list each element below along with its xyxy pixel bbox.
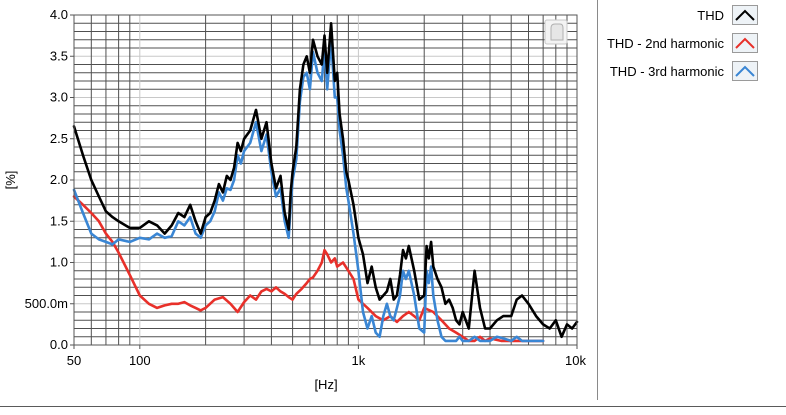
y-tick-label: 4.0 [50, 7, 68, 22]
y-tick-label: 0.0 [50, 337, 68, 352]
y-axis-label: [%] [3, 171, 18, 190]
y-tick-label: 1.0 [50, 255, 68, 270]
legend-label: THD [697, 7, 724, 23]
y-axis-ticks: 0.0 500.0m 1.0 1.5 2.0 2.5 3.0 3.5 4.0 [25, 7, 74, 352]
x-tick-label: 10k [565, 353, 586, 368]
y-tick-label: 1.5 [50, 213, 68, 228]
legend-swatch-icon[interactable] [732, 61, 758, 81]
legend-item-3rd-harmonic: THD - 3rd harmonic [610, 60, 758, 82]
x-tick-label: 50 [67, 353, 81, 368]
legend-label: THD - 3rd harmonic [609, 63, 724, 79]
plot-tool-icon[interactable] [544, 19, 568, 45]
legend-item-thd: THD [697, 4, 758, 26]
series-line-1 [72, 195, 545, 343]
bottom-divider [0, 406, 786, 407]
y-tick-label: 3.0 [50, 90, 68, 105]
y-tick-label: 500.0m [25, 296, 68, 311]
grid [73, 14, 578, 346]
series-line-0 [72, 21, 579, 339]
x-axis-ticks: 50 100 1k 10k [67, 345, 586, 368]
legend-panel [597, 0, 786, 400]
series-lines [72, 21, 579, 343]
y-tick-label: 2.5 [50, 131, 68, 146]
legend-label: THD - 2nd harmonic [606, 35, 724, 51]
legend-swatch-icon[interactable] [732, 5, 758, 25]
x-tick-label: 100 [129, 353, 151, 368]
x-tick-label: 1k [352, 353, 366, 368]
x-axis-label: [Hz] [314, 377, 337, 392]
legend-item-2nd-harmonic: THD - 2nd harmonic [607, 32, 758, 54]
legend-swatch-icon[interactable] [732, 33, 758, 53]
y-tick-label: 2.0 [50, 172, 68, 187]
y-tick-label: 3.5 [50, 48, 68, 63]
